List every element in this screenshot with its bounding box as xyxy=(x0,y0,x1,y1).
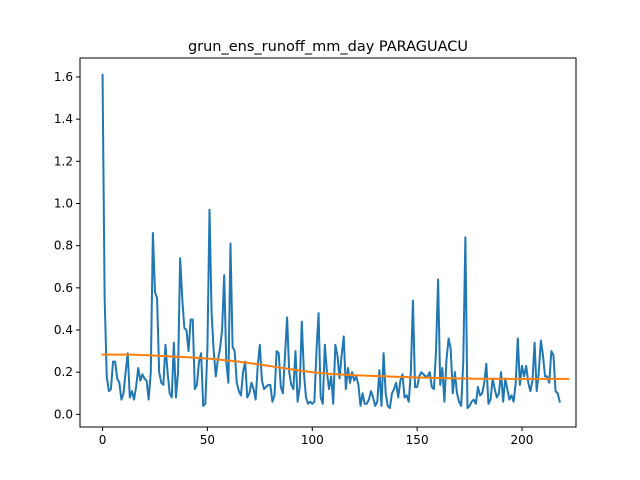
y-tick-label: 0.8 xyxy=(54,239,73,253)
x-tick-label: 200 xyxy=(511,433,534,447)
x-tick-label: 50 xyxy=(200,433,215,447)
axes-layer: 0 50 100 150 200 0.0 0.2 0.4 0.6 0.8 1.0 1.2 1.4 1.6 xyxy=(54,57,577,447)
series-layer xyxy=(101,73,570,410)
y-tick-label: 1.0 xyxy=(54,196,73,210)
y-tick-label: 0.6 xyxy=(54,281,73,295)
x-tick-label: 0 xyxy=(99,433,107,447)
series-line-2 xyxy=(101,353,570,380)
x-tick-label: 150 xyxy=(406,433,429,447)
x-tick-label: 100 xyxy=(301,433,324,447)
y-tick-label: 1.4 xyxy=(54,112,73,126)
y-tick-label: 0.4 xyxy=(54,323,73,337)
y-tick-label: 0.2 xyxy=(54,365,73,379)
chart-title: grun_ens_runoff_mm_day PARAGUACU xyxy=(188,39,468,55)
plot-frame xyxy=(79,57,577,428)
y-tick-label: 0.0 xyxy=(54,407,73,421)
y-tick-label: 1.2 xyxy=(54,154,73,168)
series-line-1 xyxy=(101,73,561,410)
y-tick-label: 1.6 xyxy=(54,70,73,84)
